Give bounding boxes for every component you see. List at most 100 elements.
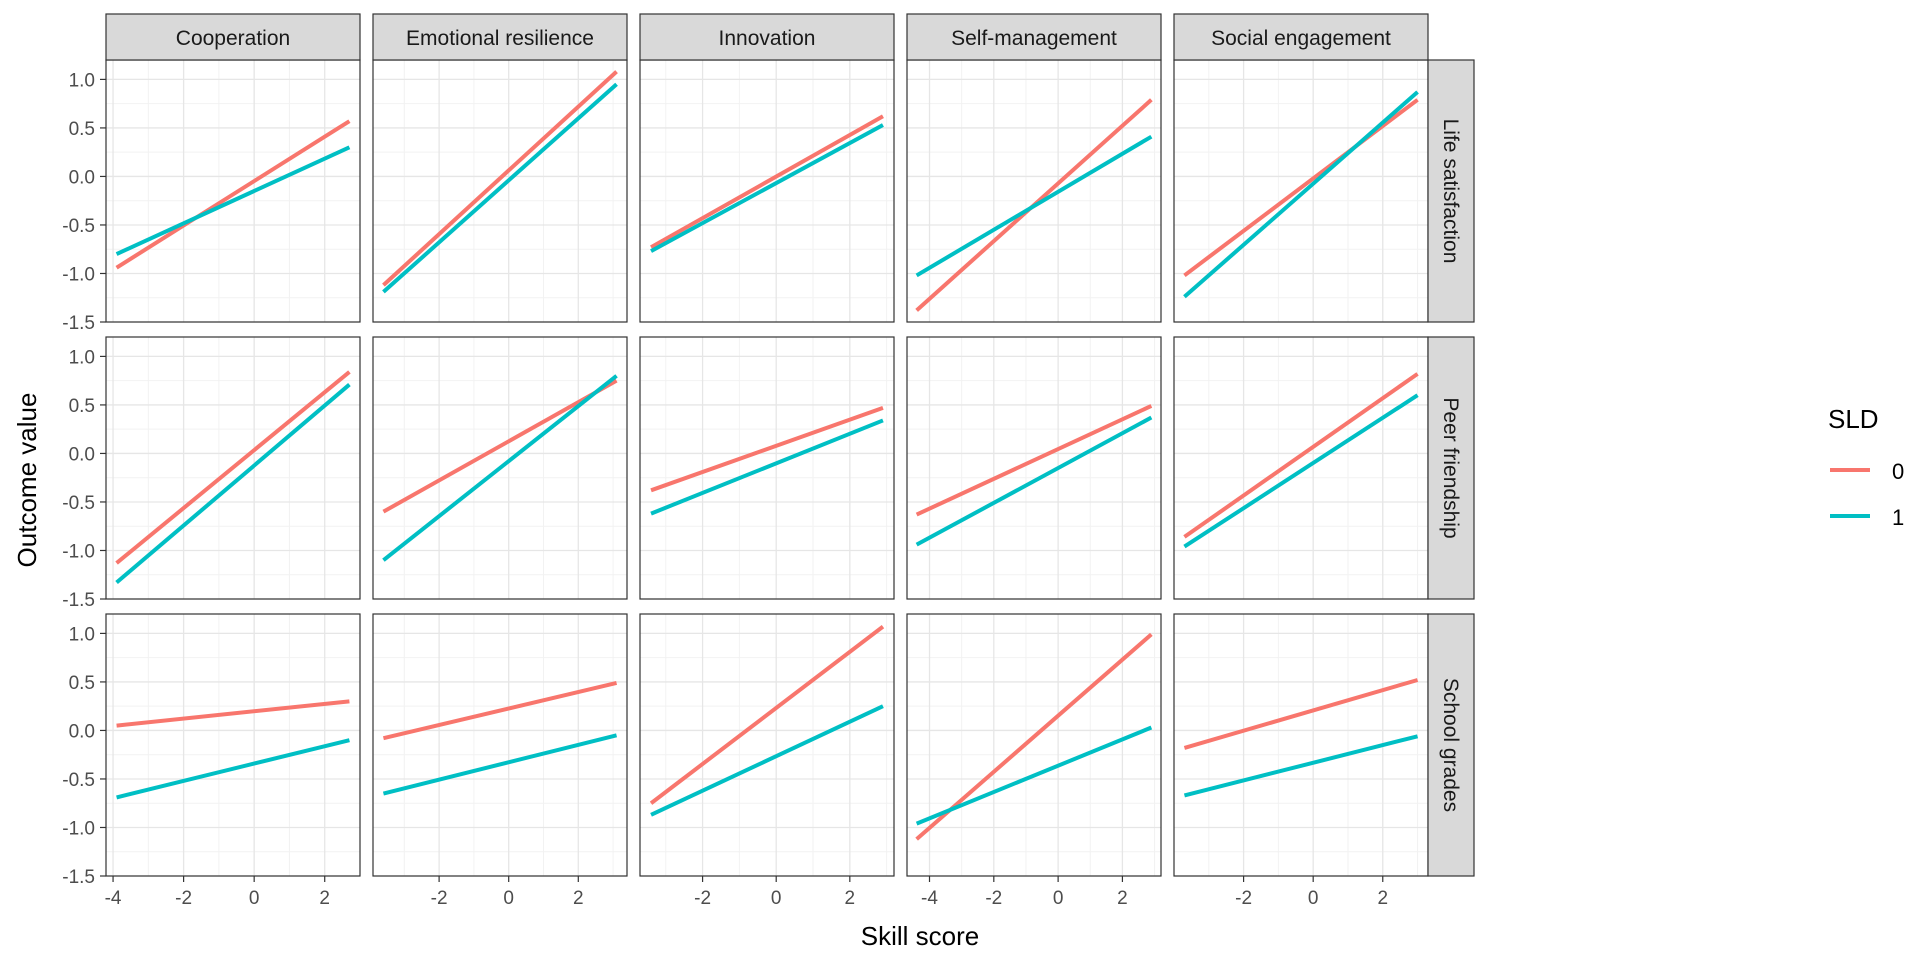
panel-border: [906, 613, 1162, 877]
x-tick-label: 0: [503, 888, 514, 909]
series-line-sld-1: [915, 134, 1153, 278]
panel-background: [1174, 337, 1428, 599]
series-line-sld-1: [915, 415, 1153, 547]
panel-border: [906, 336, 1162, 600]
strip-label: Cooperation: [176, 27, 290, 50]
panel-border: [105, 613, 361, 877]
y-tick-label: -1.5: [62, 590, 95, 611]
series-line-sld-0: [650, 114, 884, 250]
strip-background: [1173, 13, 1429, 61]
legend-title: SLD: [1828, 404, 1879, 434]
panel: [639, 613, 895, 877]
y-tick-label: 0.5: [69, 396, 95, 417]
panel: [906, 336, 1162, 600]
y-tick-label: 0.5: [69, 119, 95, 140]
legend-key-0: 0: [1830, 459, 1904, 484]
strip-background: [1427, 613, 1475, 877]
series-line-sld-0: [116, 699, 350, 728]
series-line-sld-1: [650, 123, 884, 253]
panel-background: [373, 614, 627, 876]
series-line-sld-0: [382, 378, 618, 514]
panel: [906, 613, 1162, 877]
series-line-sld-1: [650, 704, 884, 817]
facet-strips: Cooperation Emotional resilience Innovatio…: [105, 13, 1475, 877]
strip-background: [906, 13, 1162, 61]
x-tick-label: 2: [1117, 888, 1128, 909]
x-tick-label: -4: [105, 888, 122, 909]
panel-background: [640, 614, 894, 876]
x-tick-label: 0: [249, 888, 260, 909]
x-tick-label: 0: [771, 888, 782, 909]
strip-label: School grades: [1439, 678, 1462, 812]
series-line-sld-1: [1183, 393, 1419, 549]
panel-border: [639, 336, 895, 600]
y-axis-title: Outcome value: [12, 393, 42, 568]
strip-background: [639, 13, 895, 61]
panel: [1173, 613, 1429, 877]
axes-layer: 1.0 0.5 0.0 -0.5 -1.0 -1.5 1.0 0.5 0.0 -0.5 -1.0 -1…: [62, 70, 1388, 909]
strip-label: Life satisfaction: [1439, 119, 1462, 264]
legend-label: 1: [1892, 505, 1904, 530]
facet-strip-innovation: Innovation: [639, 13, 895, 61]
y-tick-label: -0.5: [62, 493, 95, 514]
x-tick-label: -2: [175, 888, 192, 909]
strip-label: Emotional resilience: [406, 27, 594, 50]
x-tick-label: -4: [921, 888, 938, 909]
strip-background: [372, 13, 628, 61]
strip-background: [1427, 336, 1475, 600]
series-line-sld-1: [382, 374, 618, 562]
panel: [105, 613, 361, 877]
series-line-sld-0: [115, 119, 351, 270]
legend: SLD 0 1: [1828, 404, 1904, 530]
y-tick-label: 0.5: [69, 673, 95, 694]
facet-strip-peer-friendship: Peer friendship: [1427, 336, 1475, 600]
strip-label: Peer friendship: [1439, 397, 1462, 538]
y-tick-label: -1.5: [62, 313, 95, 334]
series-line-sld-0: [1183, 372, 1419, 539]
x-tick-label: -2: [985, 888, 1002, 909]
panel-border: [372, 613, 628, 877]
facet-strip-school-grades: School grades: [1427, 613, 1475, 877]
panel: [105, 336, 361, 600]
series-line-sld-0: [650, 405, 884, 493]
legend-key-1: 1: [1830, 505, 1904, 530]
x-tick-label: 2: [573, 888, 584, 909]
panel-background: [106, 60, 360, 322]
series-line-sld-0: [649, 625, 885, 805]
facet-strip-life-satisfaction: Life satisfaction: [1427, 59, 1475, 323]
facet-strip-cooperation: Cooperation: [105, 13, 361, 61]
series-line-sld-1: [1183, 734, 1419, 798]
strip-background: [1427, 59, 1475, 323]
x-axis-title: Skill score: [861, 921, 979, 951]
y-tick-label: -1.5: [62, 867, 95, 888]
y-tick-label: -1.0: [62, 541, 95, 562]
panel-background: [1174, 60, 1428, 322]
facet-strip-self-management: Self-management: [906, 13, 1162, 61]
panel: [105, 59, 361, 323]
series-line-sld-1: [650, 418, 884, 516]
panel: [372, 613, 628, 877]
panel-border: [372, 336, 628, 600]
y-tick-label: 1.0: [69, 347, 95, 368]
series-line-sld-1: [915, 725, 1153, 826]
x-tick-label: 2: [1377, 888, 1388, 909]
panel-border: [105, 336, 361, 600]
series-line-sld-1: [115, 383, 351, 585]
strip-background: [105, 13, 361, 61]
x-tick-label: 0: [1053, 888, 1064, 909]
panel: [372, 59, 628, 323]
strip-label: Social engagement: [1211, 27, 1391, 50]
series-line-sld-0: [382, 70, 618, 287]
series-line-sld-1: [116, 738, 350, 800]
y-tick-label: 0.0: [69, 444, 95, 465]
legend-label: 0: [1892, 459, 1904, 484]
y-tick-label: -0.5: [62, 216, 95, 237]
series-line-sld-0: [915, 404, 1153, 517]
x-tick-label: 0: [1308, 888, 1319, 909]
strip-label: Self-management: [951, 27, 1117, 50]
panel: [1173, 59, 1429, 323]
strip-label: Innovation: [719, 27, 816, 50]
facet-strip-social-engagement: Social engagement: [1173, 13, 1429, 61]
series-line-sld-0: [382, 680, 618, 741]
